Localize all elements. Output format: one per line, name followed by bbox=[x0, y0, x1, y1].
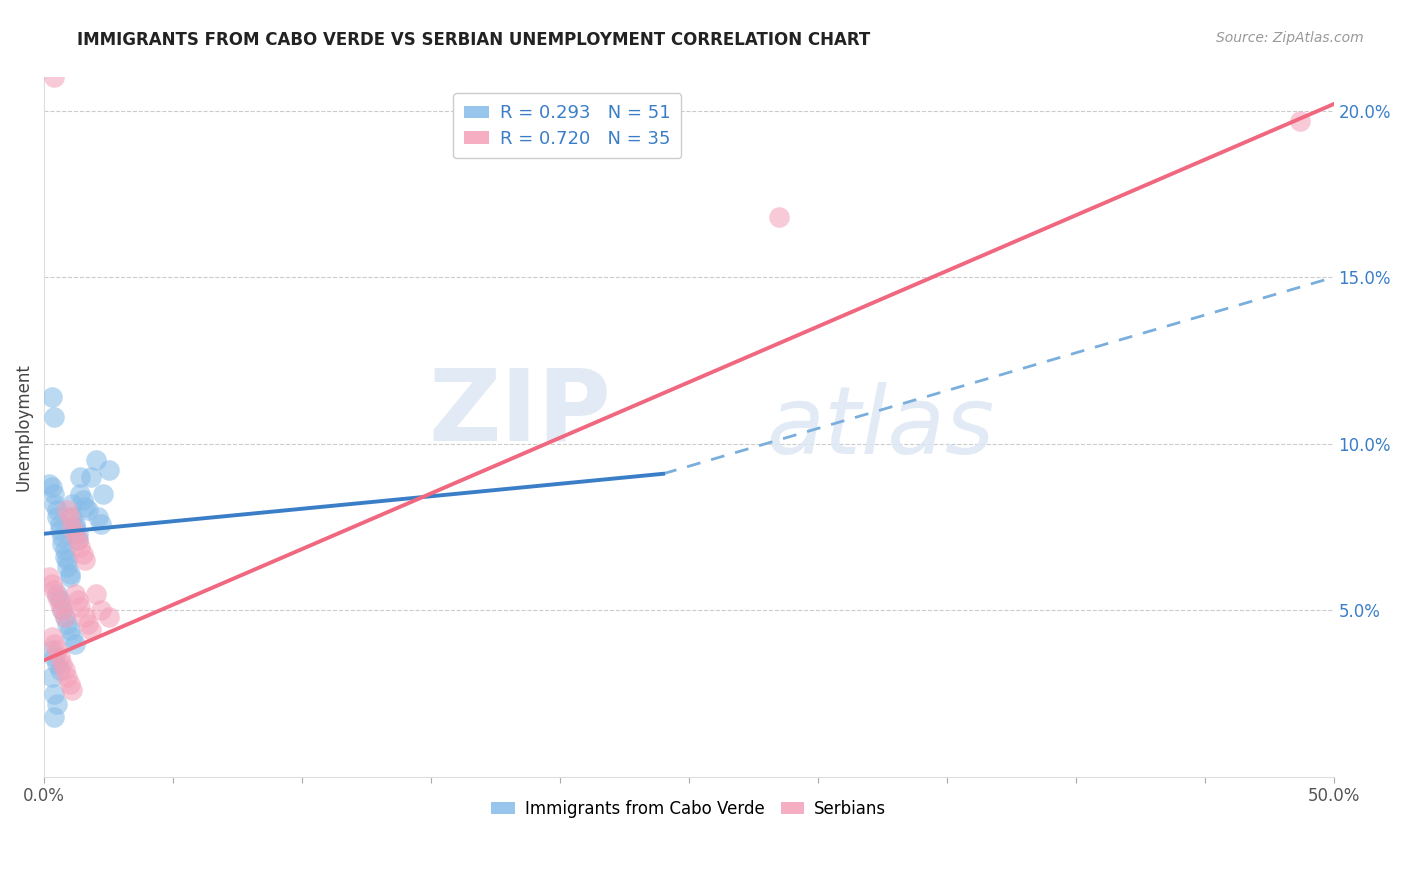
Point bbox=[79, 470, 101, 484]
Point bbox=[66, 533, 89, 548]
Text: atlas: atlas bbox=[766, 382, 994, 473]
Point bbox=[53, 663, 76, 677]
Point bbox=[62, 497, 84, 511]
Point bbox=[53, 610, 76, 624]
Point bbox=[44, 487, 66, 501]
Point bbox=[63, 526, 86, 541]
Point bbox=[48, 597, 70, 611]
Point bbox=[46, 697, 69, 711]
Point bbox=[51, 657, 73, 671]
Point bbox=[51, 603, 73, 617]
Point bbox=[56, 670, 79, 684]
Point bbox=[44, 637, 66, 651]
Point bbox=[77, 503, 100, 517]
Point bbox=[56, 616, 79, 631]
Point bbox=[46, 503, 69, 517]
Point bbox=[1289, 113, 1312, 128]
Point bbox=[63, 637, 86, 651]
Point bbox=[66, 526, 89, 541]
Point bbox=[97, 610, 120, 624]
Point bbox=[46, 587, 69, 601]
Point bbox=[63, 587, 86, 601]
Point bbox=[56, 560, 79, 574]
Text: IMMIGRANTS FROM CABO VERDE VS SERBIAN UNEMPLOYMENT CORRELATION CHART: IMMIGRANTS FROM CABO VERDE VS SERBIAN UN… bbox=[77, 31, 870, 49]
Point bbox=[46, 643, 69, 657]
Point bbox=[72, 547, 94, 561]
Point bbox=[97, 463, 120, 477]
Point bbox=[75, 553, 97, 567]
Point bbox=[63, 520, 86, 534]
Point bbox=[93, 487, 115, 501]
Point bbox=[51, 603, 73, 617]
Point bbox=[44, 650, 66, 665]
Point bbox=[53, 610, 76, 624]
Point bbox=[69, 599, 91, 614]
Point bbox=[48, 524, 70, 538]
Point bbox=[48, 650, 70, 665]
Point bbox=[84, 453, 107, 467]
Point bbox=[51, 530, 73, 544]
Point bbox=[69, 487, 91, 501]
Y-axis label: Unemployment: Unemployment bbox=[15, 363, 32, 491]
Point bbox=[66, 593, 89, 607]
Point bbox=[51, 537, 73, 551]
Point bbox=[90, 603, 112, 617]
Point bbox=[48, 593, 70, 607]
Point bbox=[44, 710, 66, 724]
Point bbox=[44, 687, 66, 701]
Point bbox=[48, 663, 70, 677]
Point bbox=[62, 630, 84, 644]
Point bbox=[77, 616, 100, 631]
Point bbox=[41, 630, 63, 644]
Point bbox=[59, 566, 82, 581]
Point bbox=[768, 211, 790, 225]
Point bbox=[41, 480, 63, 494]
Point bbox=[90, 516, 112, 531]
Point bbox=[75, 610, 97, 624]
Point bbox=[48, 516, 70, 531]
Point bbox=[46, 510, 69, 524]
Point bbox=[44, 410, 66, 425]
Point bbox=[63, 516, 86, 531]
Point bbox=[72, 493, 94, 508]
Point bbox=[62, 510, 84, 524]
Point bbox=[53, 549, 76, 564]
Point bbox=[44, 70, 66, 85]
Point bbox=[41, 576, 63, 591]
Point bbox=[46, 657, 69, 671]
Point bbox=[69, 540, 91, 554]
Point bbox=[41, 670, 63, 684]
Point bbox=[41, 643, 63, 657]
Legend: Immigrants from Cabo Verde, Serbians: Immigrants from Cabo Verde, Serbians bbox=[485, 793, 893, 824]
Point bbox=[62, 520, 84, 534]
Point bbox=[84, 587, 107, 601]
Point bbox=[69, 470, 91, 484]
Point bbox=[87, 510, 110, 524]
Point bbox=[38, 476, 60, 491]
Point bbox=[53, 543, 76, 558]
Point bbox=[44, 497, 66, 511]
Text: ZIP: ZIP bbox=[429, 365, 612, 462]
Point bbox=[59, 510, 82, 524]
Point bbox=[79, 624, 101, 638]
Text: Source: ZipAtlas.com: Source: ZipAtlas.com bbox=[1216, 31, 1364, 45]
Point bbox=[66, 533, 89, 548]
Point bbox=[59, 676, 82, 690]
Point bbox=[44, 583, 66, 598]
Point bbox=[56, 503, 79, 517]
Point bbox=[41, 390, 63, 404]
Point bbox=[56, 553, 79, 567]
Point bbox=[46, 590, 69, 604]
Point bbox=[59, 570, 82, 584]
Point bbox=[59, 624, 82, 638]
Point bbox=[62, 683, 84, 698]
Point bbox=[75, 500, 97, 514]
Point bbox=[38, 570, 60, 584]
